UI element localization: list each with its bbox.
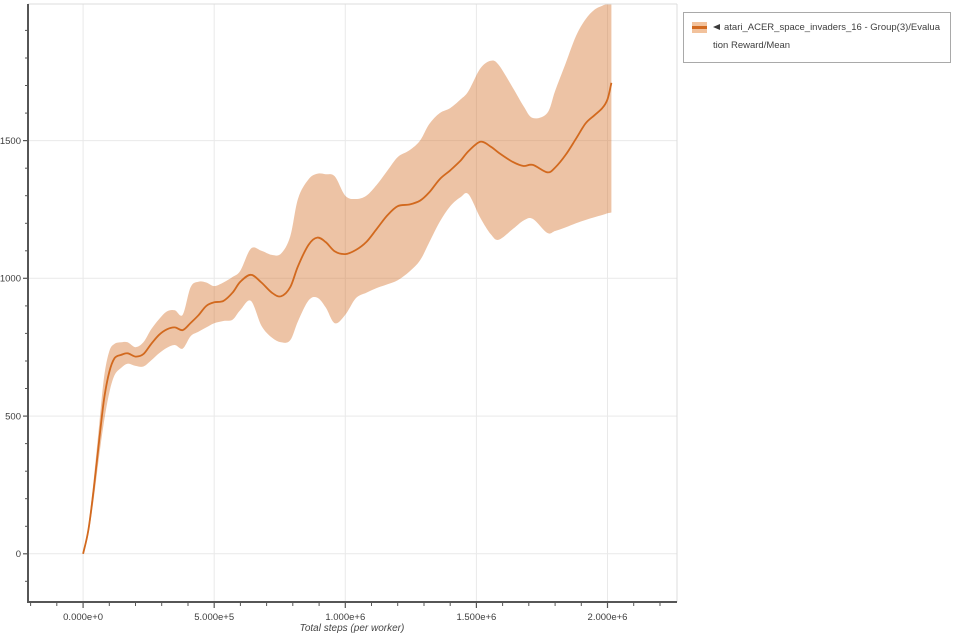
svg-text:1000: 1000 bbox=[0, 274, 21, 285]
grid-lines bbox=[28, 4, 677, 602]
left-triangle-icon bbox=[713, 24, 720, 30]
plot-frame bbox=[27, 3, 678, 603]
x-axis-title: Total steps (per worker) bbox=[299, 623, 405, 634]
svg-text:0: 0 bbox=[16, 549, 21, 560]
legend[interactable]: atari_ACER_space_invaders_16 - Group(3)/… bbox=[683, 12, 951, 63]
mean-line[interactable] bbox=[82, 82, 613, 554]
series-line-sample bbox=[692, 26, 707, 29]
series-color-swatch bbox=[692, 22, 707, 33]
svg-text:500: 500 bbox=[5, 411, 21, 422]
legend-entry[interactable]: atari_ACER_space_invaders_16 - Group(3)/… bbox=[713, 19, 941, 55]
plot-area[interactable] bbox=[28, 4, 677, 602]
svg-text:2.000e+6: 2.000e+6 bbox=[588, 612, 628, 623]
axis-ticks bbox=[23, 29, 661, 608]
svg-text:5.000e+5: 5.000e+5 bbox=[194, 612, 234, 623]
legend-series-label: atari_ACER_space_invaders_16 - Group(3)/… bbox=[713, 22, 940, 51]
y-tick-labels: 0 500 1000 1500 bbox=[0, 136, 21, 560]
svg-text:1.000e+6: 1.000e+6 bbox=[325, 612, 365, 623]
svg-text:1500: 1500 bbox=[0, 136, 21, 147]
x-tick-labels: 0.000e+0 5.000e+5 1.000e+6 1.500e+6 2.000e+6 bbox=[63, 612, 627, 623]
svg-text:1.500e+6: 1.500e+6 bbox=[456, 612, 496, 623]
svg-text:0.000e+0: 0.000e+0 bbox=[63, 612, 103, 623]
